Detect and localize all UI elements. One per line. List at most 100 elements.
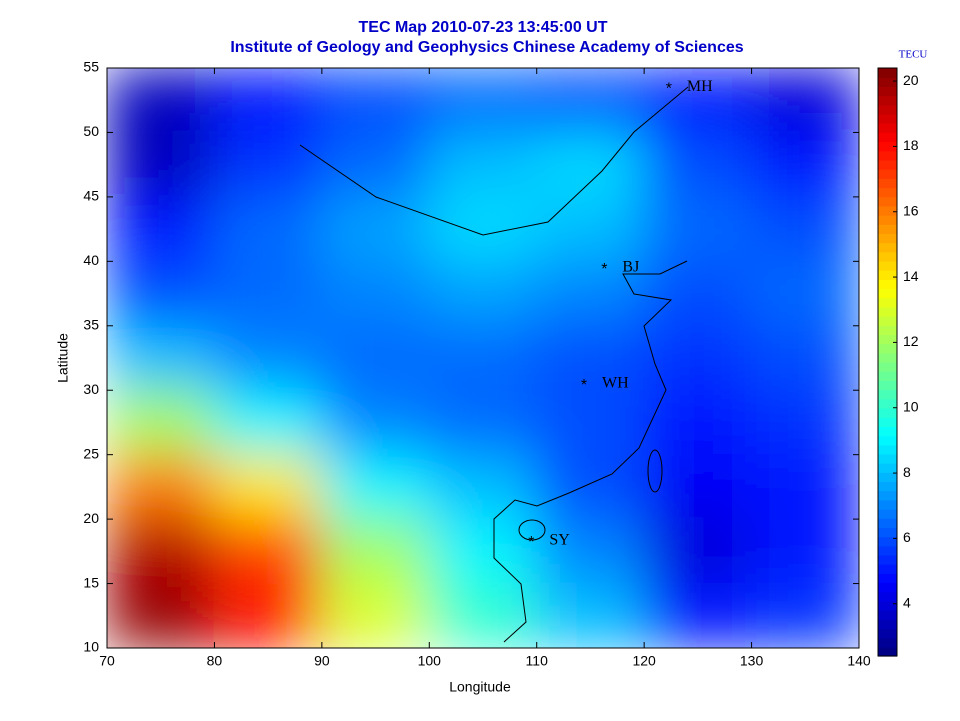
colorbar-step bbox=[878, 141, 897, 152]
colorbar-step bbox=[878, 178, 897, 189]
heat-cell bbox=[535, 324, 646, 392]
colorbar-tick-label: 4 bbox=[903, 594, 911, 610]
heat-cell bbox=[643, 324, 753, 392]
field bbox=[107, 68, 859, 648]
y-tick-label: 35 bbox=[83, 316, 99, 332]
chart-title: TEC Map 2010-07-23 13:45:00 UT bbox=[359, 19, 608, 36]
y-tick-label: 55 bbox=[83, 59, 99, 75]
y-tick-label: 20 bbox=[83, 510, 99, 526]
colorbar-step bbox=[878, 279, 897, 290]
heat-cell bbox=[107, 195, 216, 263]
colorbar-step bbox=[878, 352, 897, 363]
colorbar-step bbox=[878, 407, 897, 418]
heat-cell bbox=[535, 195, 646, 263]
colorbar-step bbox=[878, 389, 897, 400]
y-tick-label: 25 bbox=[83, 445, 99, 461]
colorbar-step bbox=[878, 104, 897, 115]
heat-cell bbox=[320, 582, 431, 648]
heat-cell bbox=[320, 260, 431, 327]
colorbar-step bbox=[878, 334, 897, 345]
colorbar-step bbox=[878, 646, 897, 657]
y-axis-label: Latitude bbox=[55, 333, 71, 383]
heat-cell bbox=[320, 195, 431, 263]
heat-cell bbox=[643, 389, 753, 456]
heat-cell bbox=[320, 68, 431, 134]
colorbar-step bbox=[878, 591, 897, 602]
colorbar-step bbox=[878, 435, 897, 446]
heat-cell bbox=[213, 260, 323, 327]
station-marker: * bbox=[666, 81, 672, 98]
heat-cell bbox=[107, 260, 216, 327]
colorbar-step bbox=[878, 68, 897, 78]
colorbar-step bbox=[878, 86, 897, 97]
station-label: BJ bbox=[622, 258, 639, 275]
colorbar-step bbox=[878, 398, 897, 409]
colorbar-step bbox=[878, 380, 897, 391]
heat-cell bbox=[213, 195, 323, 263]
colorbar-tick-label: 14 bbox=[903, 268, 919, 284]
map-outline bbox=[299, 86, 689, 643]
colorbar-step bbox=[878, 150, 897, 161]
y-tick-label: 40 bbox=[83, 252, 99, 268]
colorbar-step bbox=[878, 233, 897, 244]
colorbar-frame bbox=[877, 67, 898, 657]
heat-cell bbox=[750, 260, 859, 327]
x-tick-label: 80 bbox=[207, 653, 223, 669]
colorbar-step bbox=[878, 509, 897, 519]
heat-cell bbox=[428, 260, 538, 327]
heat-cell bbox=[107, 582, 216, 648]
colorbar bbox=[878, 68, 897, 657]
colorbar-step bbox=[878, 600, 897, 611]
colorbar-step bbox=[878, 499, 897, 510]
heat-cell bbox=[750, 195, 859, 263]
colorbar-step bbox=[878, 371, 897, 381]
coastline bbox=[493, 260, 688, 643]
colorbar-step bbox=[878, 288, 897, 299]
colorbar-step bbox=[878, 527, 897, 538]
chart-subtitle: Institute of Geology and Geophysics Chin… bbox=[230, 39, 743, 56]
heat-cell bbox=[320, 131, 431, 198]
colorbar-step bbox=[878, 169, 897, 179]
colorbar-step bbox=[878, 545, 897, 556]
colorbar-step bbox=[878, 490, 897, 501]
colorbar-step bbox=[878, 316, 897, 326]
colorbar-step bbox=[878, 132, 897, 143]
station-label: SY bbox=[549, 532, 570, 549]
colorbar-tick-label: 6 bbox=[903, 529, 911, 545]
heat-cell bbox=[107, 518, 216, 585]
heat-cell bbox=[643, 260, 753, 327]
x-tick-label: 110 bbox=[526, 653, 549, 669]
colorbar-label: TECU bbox=[899, 49, 928, 61]
heat-cell bbox=[213, 68, 323, 134]
y-tick-label: 30 bbox=[83, 381, 99, 397]
colorbar-step bbox=[878, 573, 897, 584]
heat-cell bbox=[428, 195, 538, 263]
colorbar-step bbox=[878, 159, 897, 170]
colorbar-step bbox=[878, 536, 897, 547]
heat-cell bbox=[428, 68, 538, 134]
taiwan bbox=[647, 449, 663, 493]
colorbar-tick-label: 12 bbox=[903, 333, 919, 349]
colorbar-step bbox=[878, 554, 897, 565]
colorbar-step bbox=[878, 242, 897, 253]
heat-cell bbox=[213, 453, 323, 521]
station-label: WH bbox=[602, 374, 629, 391]
heat-cell bbox=[428, 582, 538, 648]
colorbar-step bbox=[878, 472, 897, 483]
heat-cell bbox=[750, 453, 859, 521]
colorbar-step bbox=[878, 453, 897, 464]
colorbar-step bbox=[878, 343, 897, 354]
heat-cell bbox=[428, 518, 538, 585]
heat-cell bbox=[107, 324, 216, 392]
heat-cell bbox=[535, 582, 646, 648]
colorbar-step bbox=[878, 77, 897, 87]
hainan bbox=[518, 519, 546, 541]
station-marker: * bbox=[581, 377, 587, 394]
colorbar-step bbox=[878, 417, 897, 427]
y-tick-label: 15 bbox=[83, 574, 99, 590]
colorbar-step bbox=[878, 113, 897, 124]
x-tick-label: 100 bbox=[418, 653, 442, 669]
station-marker: * bbox=[528, 534, 534, 551]
colorbar-step bbox=[878, 619, 897, 630]
